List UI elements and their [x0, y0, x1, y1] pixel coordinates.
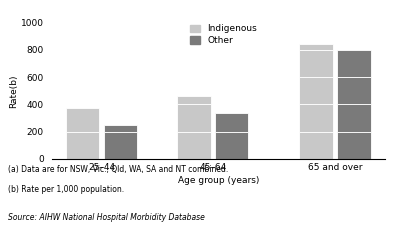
Text: (a) Data are for NSW, Vic., Qld, WA, SA and NT combined.: (a) Data are for NSW, Vic., Qld, WA, SA … — [8, 165, 228, 174]
Bar — [177, 104, 210, 132]
Bar — [299, 104, 333, 132]
Y-axis label: Rate(b): Rate(b) — [9, 74, 18, 108]
Bar — [337, 50, 371, 77]
Text: (b) Rate per 1,000 population.: (b) Rate per 1,000 population. — [8, 185, 124, 194]
Bar — [104, 125, 137, 132]
Bar — [337, 104, 371, 132]
Bar — [177, 132, 210, 159]
Bar — [215, 113, 249, 132]
Legend: Indigenous, Other: Indigenous, Other — [189, 25, 257, 45]
Bar — [299, 50, 333, 77]
Bar — [299, 132, 333, 159]
Bar — [177, 96, 210, 104]
X-axis label: Age group (years): Age group (years) — [178, 176, 259, 185]
Bar — [215, 132, 249, 159]
Bar — [299, 44, 333, 50]
Bar — [66, 132, 99, 159]
Bar — [337, 132, 371, 159]
Text: Source: AIHW National Hospital Morbidity Database: Source: AIHW National Hospital Morbidity… — [8, 213, 205, 222]
Bar — [337, 77, 371, 104]
Bar — [299, 77, 333, 104]
Bar — [66, 108, 99, 132]
Bar — [104, 132, 137, 159]
